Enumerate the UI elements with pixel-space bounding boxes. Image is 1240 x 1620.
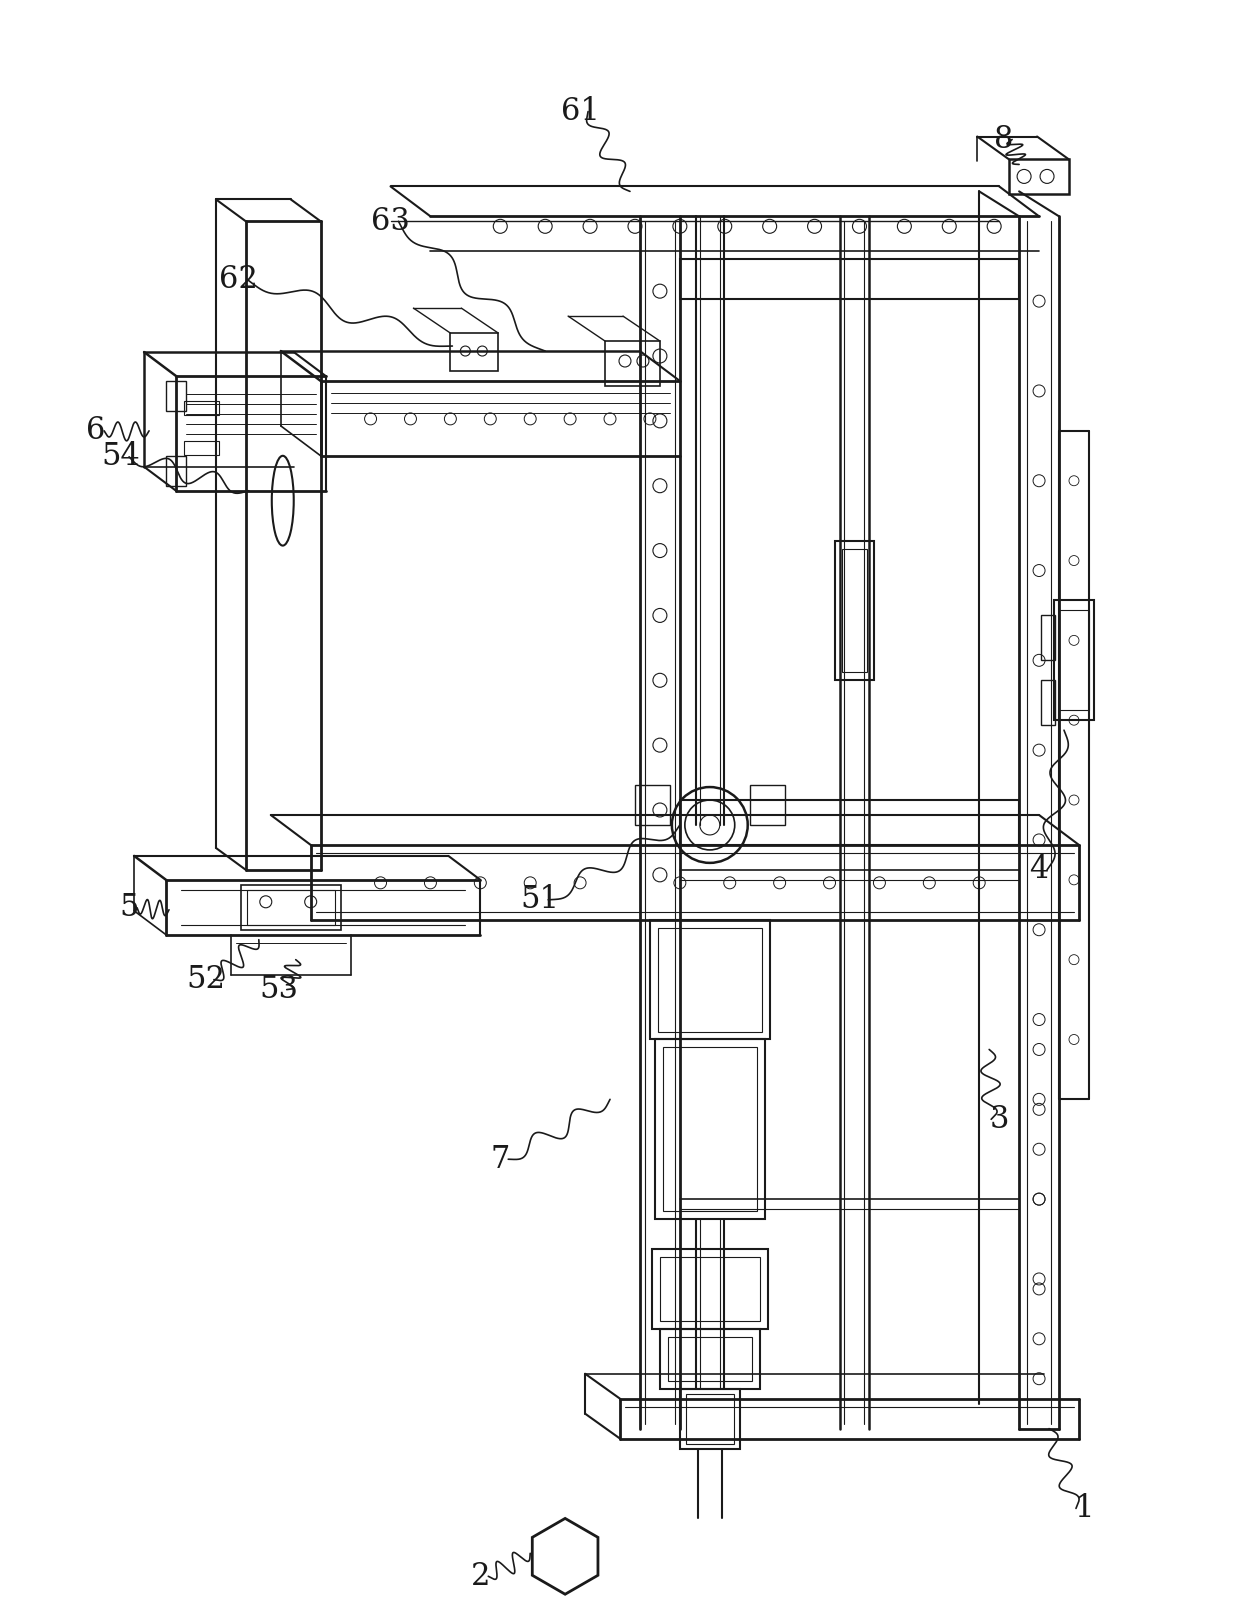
Text: 7: 7	[491, 1144, 510, 1174]
Text: 61: 61	[560, 96, 599, 126]
Text: 1: 1	[1074, 1494, 1094, 1524]
Text: 63: 63	[371, 206, 410, 237]
Text: 51: 51	[521, 885, 559, 915]
Text: 53: 53	[259, 974, 299, 1004]
Text: 54: 54	[102, 441, 140, 473]
Text: 5: 5	[119, 893, 139, 923]
Text: 62: 62	[219, 264, 258, 295]
Text: 52: 52	[186, 964, 226, 995]
Text: 6: 6	[87, 415, 105, 447]
Text: 3: 3	[990, 1103, 1009, 1134]
Text: 4: 4	[1029, 854, 1049, 886]
Text: 2: 2	[470, 1560, 490, 1592]
Text: 8: 8	[994, 125, 1014, 156]
